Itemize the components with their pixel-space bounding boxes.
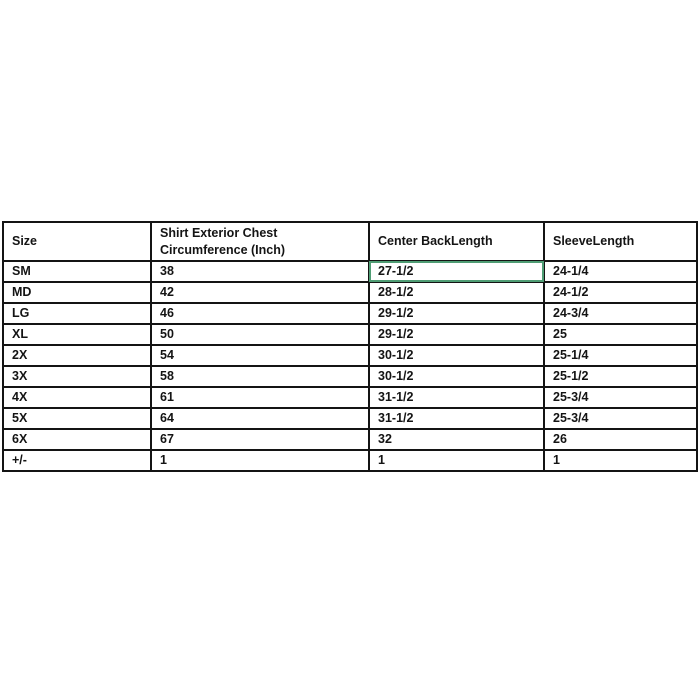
cell-size: XL <box>2 323 152 346</box>
cell-sleeve-length: 24-1/2 <box>543 281 698 304</box>
cell-sleeve-length: 25 <box>543 323 698 346</box>
cell-chest: 67 <box>150 428 370 451</box>
cell-back-length: 31-1/2 <box>368 407 545 430</box>
table-row-md: MD 42 28-1/2 24-1/2 <box>2 281 698 304</box>
cell-size: 5X <box>2 407 152 430</box>
table-row-lg: LG 46 29-1/2 24-3/4 <box>2 302 698 325</box>
table-row-4x: 4X 61 31-1/2 25-3/4 <box>2 386 698 409</box>
cell-chest: 54 <box>150 344 370 367</box>
cell-back-length: 28-1/2 <box>368 281 545 304</box>
cell-chest: 1 <box>150 449 370 472</box>
cell-sleeve-length: 25-1/2 <box>543 365 698 388</box>
table-row-2x: 2X 54 30-1/2 25-1/4 <box>2 344 698 367</box>
table-row-xl: XL 50 29-1/2 25 <box>2 323 698 346</box>
cell-back-length: 30-1/2 <box>368 344 545 367</box>
cell-size: 3X <box>2 365 152 388</box>
cell-chest: 50 <box>150 323 370 346</box>
cell-size: LG <box>2 302 152 325</box>
cell-back-length: 1 <box>368 449 545 472</box>
cell-chest: 42 <box>150 281 370 304</box>
cell-size: SM <box>2 260 152 283</box>
cell-back-length: 30-1/2 <box>368 365 545 388</box>
cell-sleeve-length: 25-1/4 <box>543 344 698 367</box>
table-row-5x: 5X 64 31-1/2 25-3/4 <box>2 407 698 430</box>
cell-chest: 46 <box>150 302 370 325</box>
cell-back-length: 29-1/2 <box>368 302 545 325</box>
cell-sleeve-length: 24-3/4 <box>543 302 698 325</box>
cell-back-length: 29-1/2 <box>368 323 545 346</box>
cell-size: 6X <box>2 428 152 451</box>
size-chart-table: Size Shirt Exterior Chest Circumference … <box>2 221 698 472</box>
cell-back-length: 32 <box>368 428 545 451</box>
cell-back-length: 31-1/2 <box>368 386 545 409</box>
cell-size: +/- <box>2 449 152 472</box>
header-chest-line2: Circumference (Inch) <box>160 242 286 257</box>
header-sleeve-length: SleeveLength <box>543 221 698 262</box>
header-chest-line1: Shirt Exterior Chest <box>160 225 278 240</box>
cell-sleeve-length: 1 <box>543 449 698 472</box>
cell-chest: 58 <box>150 365 370 388</box>
cell-sleeve-length: 25-3/4 <box>543 386 698 409</box>
table-row-3x: 3X 58 30-1/2 25-1/2 <box>2 365 698 388</box>
header-size: Size <box>2 221 152 262</box>
cell-back-length-highlighted: 27-1/2 <box>368 260 545 283</box>
cell-sleeve-length: 24-1/4 <box>543 260 698 283</box>
cell-size: 4X <box>2 386 152 409</box>
cell-chest: 64 <box>150 407 370 430</box>
table-row-tolerance: +/- 1 1 1 <box>2 449 698 472</box>
table-row-sm: SM 38 27-1/2 24-1/4 <box>2 260 698 283</box>
header-center-back-length: Center BackLength <box>368 221 545 262</box>
cell-chest: 38 <box>150 260 370 283</box>
header-chest-circumference: Shirt Exterior Chest Circumference (Inch… <box>150 221 370 262</box>
cell-chest: 61 <box>150 386 370 409</box>
cell-sleeve-length: 25-3/4 <box>543 407 698 430</box>
cell-sleeve-length: 26 <box>543 428 698 451</box>
cell-size: MD <box>2 281 152 304</box>
cell-size: 2X <box>2 344 152 367</box>
table-header-row: Size Shirt Exterior Chest Circumference … <box>2 221 698 262</box>
table-row-6x: 6X 67 32 26 <box>2 428 698 451</box>
